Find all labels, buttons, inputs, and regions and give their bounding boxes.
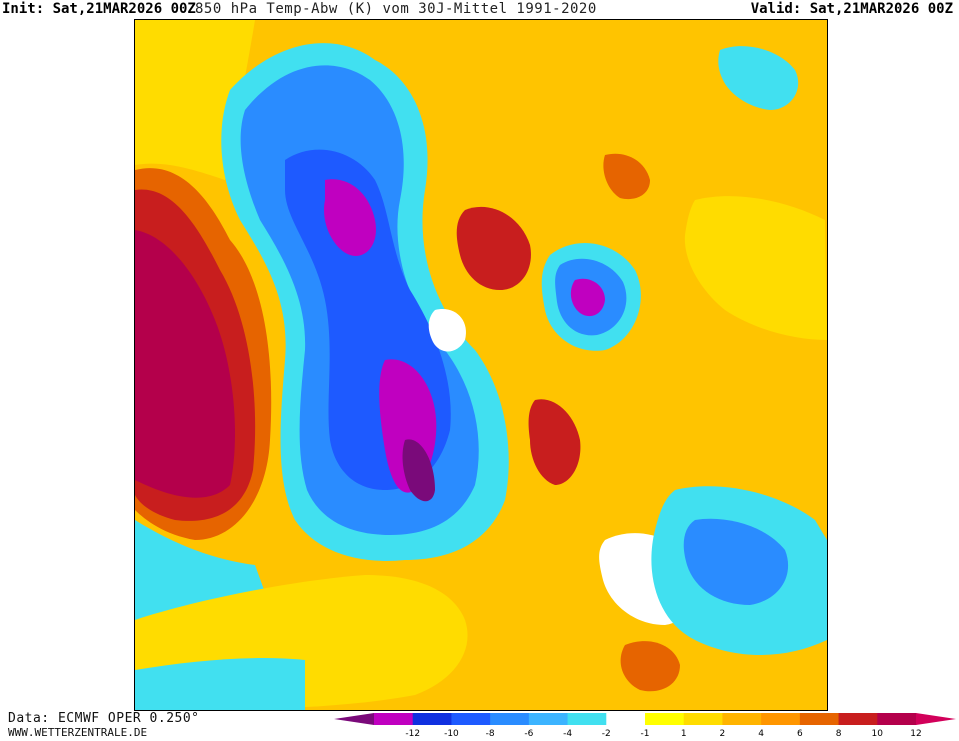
legend-swatch xyxy=(528,713,569,725)
legend-tick-label: -1 xyxy=(640,729,650,739)
legend-swatch xyxy=(490,713,530,725)
data-source-note: Data: ECMWF OPER 0.250° WWW.WETTERZENTRA… xyxy=(8,712,200,740)
legend-swatch xyxy=(567,713,607,725)
legend-tick-label: -8 xyxy=(485,729,495,739)
legend-swatch xyxy=(374,713,414,725)
legend-tick-label: -12 xyxy=(405,729,421,739)
temperature-anomaly-map xyxy=(134,19,828,711)
legend-swatch xyxy=(761,713,801,725)
legend-tick-label: 6 xyxy=(796,729,803,739)
anomaly-field xyxy=(135,20,827,710)
legend-tick-label: -4 xyxy=(563,729,573,739)
legend-tick-label: -2 xyxy=(601,729,611,739)
legend-swatch xyxy=(412,713,452,725)
legend-tick-label: -6 xyxy=(524,729,534,739)
legend-swatch xyxy=(838,713,878,725)
legend-tick-label: 1 xyxy=(680,729,687,739)
legend-swatch xyxy=(451,713,491,725)
legend-swatch xyxy=(799,713,840,725)
legend-tick-label: -10 xyxy=(444,729,459,739)
map-header: Init: Sat,21MAR2026 00Z 850 hPa Temp-Abw… xyxy=(0,0,959,18)
legend-swatch xyxy=(877,713,917,725)
legend-arrow-low xyxy=(334,713,374,725)
legend-tick-label: 12 xyxy=(910,729,922,739)
legend-swatch xyxy=(645,713,685,725)
legend-tick-label: 4 xyxy=(758,729,765,739)
init-time: Init: Sat,21MAR2026 00Z xyxy=(2,1,196,17)
valid-time: Valid: Sat,21MAR2026 00Z xyxy=(750,1,953,17)
legend-arrow-high xyxy=(916,713,956,725)
color-legend: -12 -10 -8 -6 -4 -2 -1 1 2 4 6 8 10 12 xyxy=(334,712,956,740)
legend-labels: -12 -10 -8 -6 -4 -2 -1 1 2 4 6 8 10 12 xyxy=(334,729,956,740)
legend-tick-label: 10 xyxy=(871,729,884,739)
data-source: Data: ECMWF OPER 0.250° xyxy=(8,711,200,726)
website-credit: WWW.WETTERZENTRALE.DE xyxy=(8,726,148,739)
legend-color-bar xyxy=(334,713,956,725)
legend-tick-label: 8 xyxy=(835,729,842,739)
legend-swatch xyxy=(722,713,762,725)
legend-swatch xyxy=(683,713,723,725)
legend-swatch xyxy=(606,713,646,725)
legend-tick-label: 2 xyxy=(719,729,726,739)
map-title: 850 hPa Temp-Abw (K) vom 30J-Mittel 1991… xyxy=(195,1,597,17)
